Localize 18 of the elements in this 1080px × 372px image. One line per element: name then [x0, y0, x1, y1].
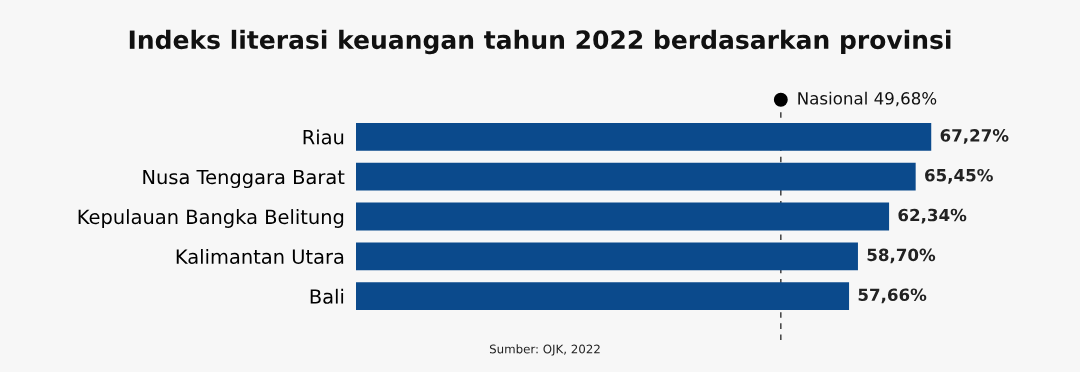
bar — [356, 242, 858, 271]
y-tick-label: Kalimantan Utara — [176, 248, 344, 265]
ref-line-label: Nasional 49,68% — [798, 91, 937, 107]
y-tick-label: Riau — [303, 129, 344, 145]
bar — [356, 282, 850, 311]
data-label: 58,70% — [867, 248, 936, 264]
data-label: 57,66% — [858, 288, 927, 304]
y-tick-label: Kepulauan Bangka Belitung — [78, 209, 344, 228]
chart-title: Indeks literasi keuangan tahun 2022 berdasarkan provinsi — [129, 29, 951, 55]
y-tick-label: Bali — [310, 288, 344, 304]
bar — [356, 202, 890, 231]
bar — [356, 162, 916, 191]
text: Sumber: OJK, 2022 — [489, 344, 600, 356]
y-tick-label: Nusa Tenggara Barat — [143, 169, 345, 189]
data-label: 67,27% — [940, 129, 1009, 144]
bar — [356, 122, 932, 151]
data-label: 62,34% — [898, 208, 967, 224]
data-label: 65,45% — [925, 168, 993, 184]
